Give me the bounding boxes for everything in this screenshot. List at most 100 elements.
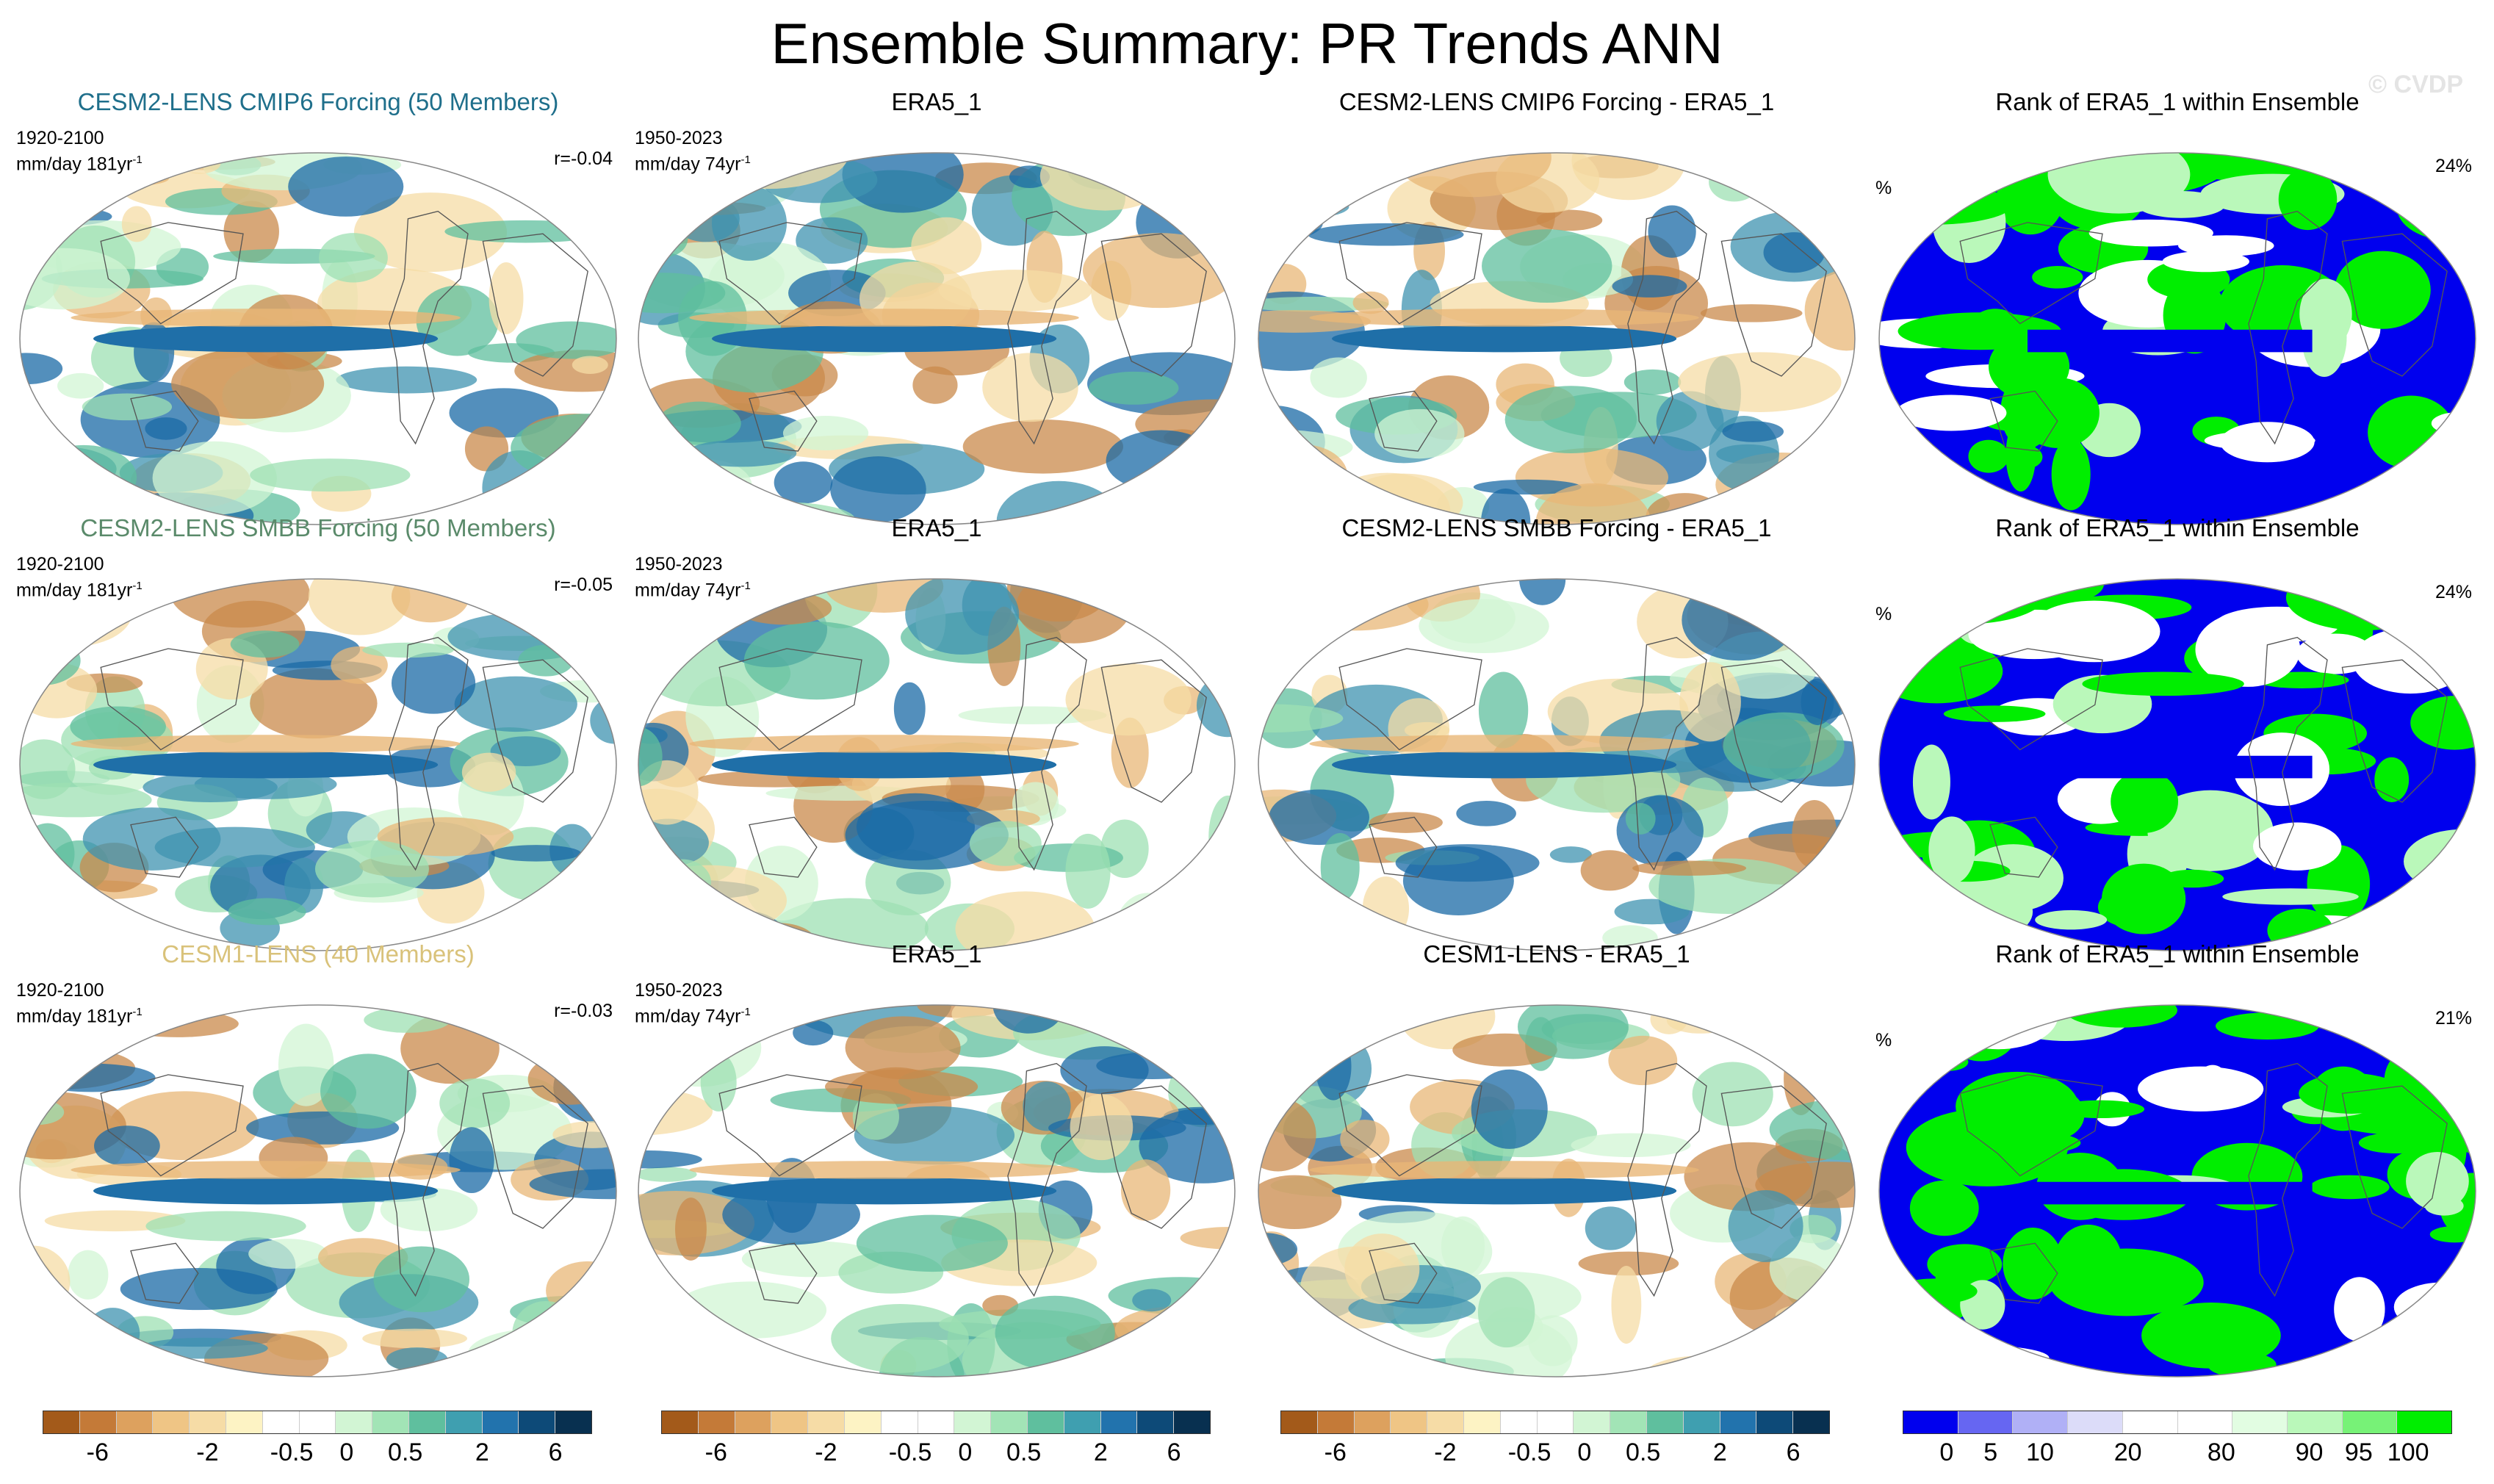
colorbar-label: -0.5 (1507, 1438, 1551, 1466)
colorbar-swatch (843, 1411, 881, 1433)
panel-title-rank-1: Rank of ERA5_1 within Ensemble (1995, 88, 2360, 115)
rank-percent-3: 21% (2434, 1008, 2472, 1029)
colorbar-label: 80 (2207, 1438, 2235, 1466)
colorbar-label: 2 (475, 1438, 489, 1466)
panel-title-ens-1: CESM2-LENS CMIP6 Forcing (50 Members) (77, 88, 559, 115)
colorbar-label: 6 (1167, 1438, 1181, 1466)
colorbar-label: 0.5 (388, 1438, 423, 1466)
period-units-ens-1: 1920-2100 mm/day 181yr-1 (16, 128, 143, 175)
period-units-obs-3: 1950-2023 mm/day 74yr-1 (635, 980, 751, 1027)
period-text: 1920-2100 (16, 554, 104, 574)
units-line: mm/day 181yr-1 (16, 1001, 143, 1027)
period-text: 1920-2100 (16, 128, 104, 148)
colorbar-label: 5 (1983, 1438, 1998, 1466)
rank-percent-2: 24% (2434, 582, 2472, 602)
units-text: mm/day 181yr (16, 154, 133, 175)
rank-percent-1: 24% (2434, 156, 2472, 176)
colorbar-swatch (518, 1411, 555, 1433)
colorbar-label: 90 (2295, 1438, 2324, 1466)
colorbar-swatch (1390, 1411, 1427, 1433)
colorbar-swatch (1281, 1411, 1317, 1433)
units-superscript: -1 (740, 580, 751, 592)
units-line: mm/day 74yr-1 (635, 1001, 751, 1027)
colorbar-swatch (807, 1411, 844, 1433)
pattern-correlation-3: r=-0.03 (554, 1001, 613, 1021)
colorbar-label: 2 (1093, 1438, 1108, 1466)
period-units-ens-2: 1920-2100 mm/day 181yr-1 (16, 554, 143, 601)
colorbar-swatch (954, 1411, 991, 1433)
units-line: mm/day 74yr-1 (635, 149, 751, 175)
panel-title-diff-2: CESM2-LENS SMBB Forcing - ERA5_1 (1341, 514, 1772, 541)
colorbar-label: -0.5 (888, 1438, 932, 1466)
colorbar-swatch (43, 1411, 79, 1433)
colorbar-swatch (2012, 1411, 2068, 1433)
colorbar-label: 0 (339, 1438, 354, 1466)
rank-unit-1: % (1875, 178, 1892, 198)
colorbar-swatch (1499, 1411, 1537, 1433)
colorbar-swatch (917, 1411, 954, 1433)
figure-title: Ensemble Summary: PR Trends ANN (771, 11, 1723, 76)
map-obs-2 (638, 578, 1236, 951)
colorbar-swatch (1756, 1411, 1793, 1433)
colorbar-swatch (1353, 1411, 1391, 1433)
colorbar-swatch (2341, 1411, 2397, 1433)
map-diff-2 (1258, 578, 1856, 951)
colorbar-label: 0 (958, 1438, 973, 1466)
colorbar-swatch (1957, 1411, 2013, 1433)
colorbar-swatch (189, 1411, 226, 1433)
map-obs-1 (638, 152, 1236, 525)
map-rank-1 (1878, 152, 2476, 525)
colorbar-swatch (481, 1411, 519, 1433)
colorbar-swatch (2286, 1411, 2342, 1433)
colorbar-label: -2 (196, 1438, 219, 1466)
colorbar-swatch (1536, 1411, 1574, 1433)
colorbar-swatch (1646, 1411, 1683, 1433)
colorbar-swatch (734, 1411, 771, 1433)
colorbar-label: 0 (1939, 1438, 1954, 1466)
cvdp-watermark: © CVDP (2368, 71, 2463, 98)
units-text: mm/day 181yr (16, 580, 133, 601)
panel-title-diff-1: CESM2-LENS CMIP6 Forcing - ERA5_1 (1338, 88, 1775, 115)
units-text: mm/day 74yr (635, 1006, 741, 1027)
colorbar-swatch (1719, 1411, 1756, 1433)
colorbar-swatch (225, 1411, 262, 1433)
panel-title-obs-3: ERA5_1 (891, 940, 982, 968)
colorbar-swatch (2122, 1411, 2177, 1433)
colorbar-swatch (1573, 1411, 1610, 1433)
panel-title-rank-3: Rank of ERA5_1 within Ensemble (1995, 940, 2360, 968)
colorbar-swatch (1682, 1411, 1720, 1433)
units-superscript: -1 (740, 1006, 751, 1018)
colorbar-swatch (1136, 1411, 1174, 1433)
colorbar-swatch (2067, 1411, 2122, 1433)
colorbar-swatch (1463, 1411, 1500, 1433)
colorbar-swatch (1610, 1411, 1646, 1433)
trend-colorbar-1 (43, 1411, 592, 1434)
units-text: mm/day 181yr (16, 1006, 133, 1027)
colorbar-swatch (79, 1411, 116, 1433)
map-rank-2 (1878, 578, 2476, 951)
rank-unit-3: % (1875, 1030, 1892, 1051)
panel-title-ens-3: CESM1-LENS (40 Members) (162, 940, 475, 968)
rank-colorbar-labels: 0 5 10 20 80 90 95 100 (1903, 1438, 2452, 1468)
colorbar-swatch (408, 1411, 445, 1433)
colorbar-label: -2 (1434, 1438, 1457, 1466)
colorbar-swatch (2232, 1411, 2287, 1433)
colorbar-label: 2 (1712, 1438, 1727, 1466)
period-text: 1920-2100 (16, 980, 104, 1001)
colorbar-swatch (2177, 1411, 2232, 1433)
pattern-correlation-2: r=-0.05 (554, 574, 613, 595)
rank-unit-2: % (1875, 604, 1892, 624)
colorbar-label: 0 (1577, 1438, 1592, 1466)
trend-colorbar-labels-1: -6 -2 -0.5 0 0.5 2 6 (43, 1438, 592, 1468)
map-diff-1 (1258, 152, 1856, 525)
colorbar-label: 100 (2387, 1438, 2429, 1466)
colorbar-swatch (444, 1411, 482, 1433)
colorbar-swatch (1100, 1411, 1137, 1433)
colorbar-swatch (1026, 1411, 1064, 1433)
trend-colorbar-2 (661, 1411, 1211, 1434)
units-line: mm/day 181yr-1 (16, 575, 143, 601)
colorbar-swatch (1903, 1411, 1958, 1433)
pattern-correlation-1: r=-0.04 (554, 148, 613, 169)
colorbar-label: 20 (2113, 1438, 2142, 1466)
colorbar-swatch (1792, 1411, 1829, 1433)
